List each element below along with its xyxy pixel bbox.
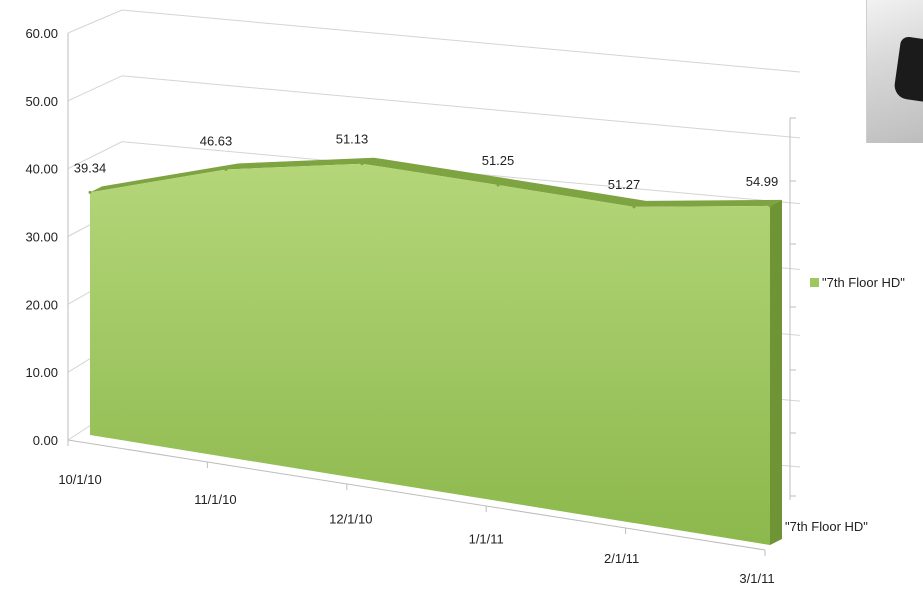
data-label: 51.27: [608, 177, 641, 192]
y-tick-label: 10.00: [25, 365, 58, 380]
data-point: [224, 167, 228, 171]
gridline: [67, 141, 801, 205]
data-point: [768, 204, 772, 208]
photo-object: [892, 35, 923, 103]
data-label: 46.63: [200, 133, 233, 148]
x-tick-label: 11/1/10: [194, 492, 236, 507]
x-tick-label: 12/1/10: [329, 512, 372, 527]
area-series: [88, 157, 782, 545]
gridline: [67, 9, 801, 73]
y-tick-label: 0.00: [33, 433, 58, 448]
x-tick-label: 10/1/10: [58, 472, 101, 487]
photo-thumbnail-icon: [866, 0, 923, 143]
chart-gridlines: [67, 9, 801, 551]
depth-axis-label: "7th Floor HD": [785, 519, 868, 534]
data-point: [88, 190, 92, 194]
y-tick-label: 40.00: [25, 162, 58, 177]
data-label: 51.25: [482, 153, 515, 168]
legend: "7th Floor HD": [810, 275, 905, 290]
depth-axis: "7th Floor HD": [785, 519, 868, 534]
x-tick-label: 2/1/11: [604, 551, 639, 566]
area-top-face: [90, 157, 782, 207]
data-label: 51.13: [336, 132, 369, 147]
y-tick-label: 30.00: [25, 230, 58, 245]
x-axis-ticks: 10/1/10 11/1/10 12/1/10 1/1/11 2/1/11 3/1/11: [58, 440, 775, 586]
area-side-face: [770, 199, 782, 545]
y-tick-label: 50.00: [25, 94, 58, 109]
y-tick-label: 20.00: [25, 297, 58, 312]
y-tick-label: 60.00: [25, 26, 58, 41]
data-label: 54.99: [746, 174, 779, 189]
x-tick-label: 3/1/11: [739, 571, 774, 586]
legend-label: "7th Floor HD": [822, 275, 905, 290]
x-axis-line: [67, 439, 766, 551]
data-point: [496, 183, 500, 187]
x-tick-label: 1/1/11: [469, 531, 504, 546]
area-front-face: [90, 163, 770, 545]
data-point: [360, 162, 364, 166]
y-axis-ticks: 0.00 10.00 20.00 30.00 40.00 50.00 60.00: [25, 26, 58, 448]
gridline: [67, 75, 801, 139]
data-point: [632, 205, 636, 209]
legend-swatch: [810, 278, 819, 287]
data-label: 39.34: [74, 160, 107, 175]
data-labels: 39.34 46.63 51.13 51.25 51.27 54.99: [74, 132, 779, 192]
